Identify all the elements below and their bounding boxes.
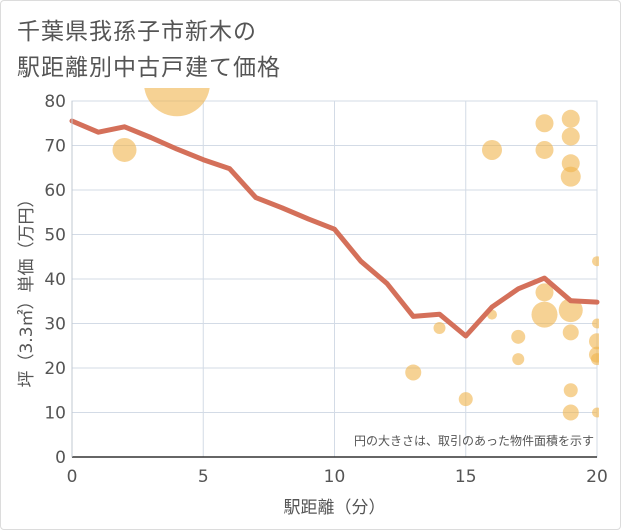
chart-title: 千葉県我孫子市新木の 駅距離別中古戸建て価格 [17,14,281,86]
bubble-point [405,364,422,381]
y-axis-title: 坪（3.3㎡）単価（万円） [17,190,37,387]
y-tick-label: 80 [44,92,66,112]
bubble-point [591,353,599,366]
bubble-point [561,109,580,128]
y-tick-label: 0 [55,448,66,468]
chart-title-line-1: 千葉県我孫子市新木の [17,19,257,45]
tick-labels: 0 10 20 30 40 50 60 70 80 0 5 10 15 20 [44,92,607,487]
average-line [69,118,600,339]
chart-title-line-2: 駅距離別中古戸建て価格 [17,55,281,81]
bubble-point [589,333,599,350]
bubble-point [531,301,558,328]
y-tick-label: 20 [44,359,66,379]
x-tick-label: 15 [455,467,477,487]
bubble-point [558,298,583,323]
bubble-point [561,127,580,146]
bubble-point [592,407,599,418]
y-tick-label: 40 [44,270,66,290]
size-annotation: 円の大きさは、取引のあった物件面積を示す [354,433,594,448]
grid [71,100,598,458]
y-tick-label: 50 [44,226,66,246]
y-tick-label: 70 [44,137,66,157]
y-tick-label: 30 [44,315,66,335]
bubble-point [433,321,446,334]
bubble-point [535,283,554,302]
x-tick-label: 10 [324,467,346,487]
y-tick-label: 60 [44,181,66,201]
bubble-point [458,392,473,407]
x-tick-label: 0 [67,467,78,487]
bubble-point [482,139,502,160]
bubble-point [592,256,599,267]
bubble-point [144,88,210,117]
bubble-point [511,329,526,344]
x-tick-label: 5 [198,467,209,487]
y-tick-label: 10 [44,404,66,424]
average-line-series [69,118,600,339]
bubble-point [512,353,525,366]
bubble-series [112,88,599,421]
bubble-point [563,383,578,398]
x-axis-title: 駅距離（分） [284,498,386,518]
bubble-point [562,324,579,341]
bubble-point [112,137,137,162]
bubble-point [562,404,579,421]
x-tick-label: 20 [586,467,608,487]
axes [71,101,597,458]
bubble-point [592,318,599,329]
bubble-point [535,114,554,133]
bubble-point [535,140,554,159]
bubble-point [560,166,581,187]
